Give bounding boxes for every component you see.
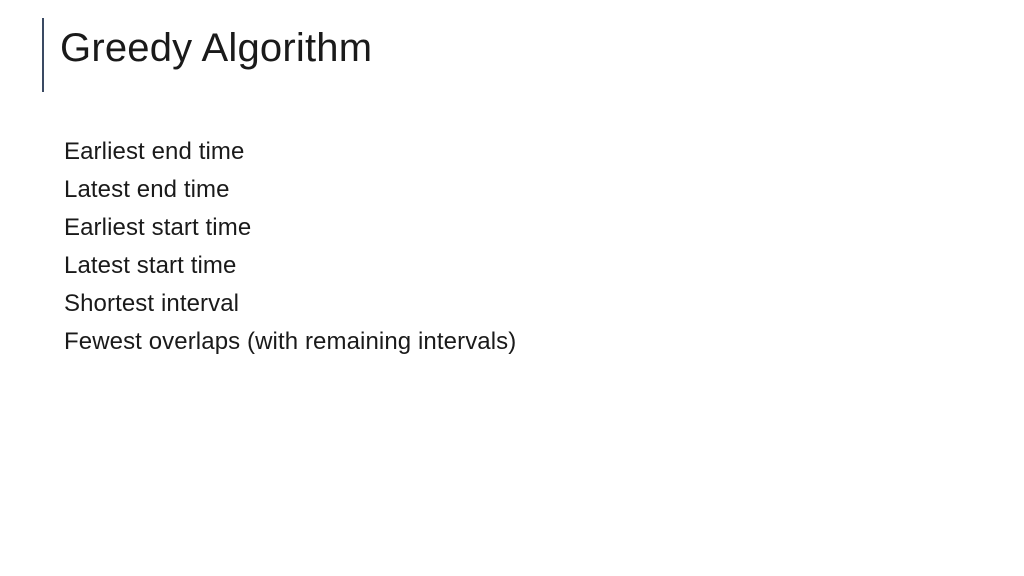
list-item: Fewest overlaps (with remaining interval… xyxy=(64,323,1024,361)
list-item: Latest end time xyxy=(64,171,1024,209)
title-accent-bar xyxy=(42,18,44,92)
list-item: Earliest end time xyxy=(64,133,1024,171)
slide-container: Greedy Algorithm Earliest end time Lates… xyxy=(0,0,1024,576)
slide-content: Earliest end time Latest end time Earlie… xyxy=(64,133,1024,360)
slide-title: Greedy Algorithm xyxy=(60,26,1024,71)
list-item: Shortest interval xyxy=(64,285,1024,323)
list-item: Latest start time xyxy=(64,247,1024,285)
list-item: Earliest start time xyxy=(64,209,1024,247)
